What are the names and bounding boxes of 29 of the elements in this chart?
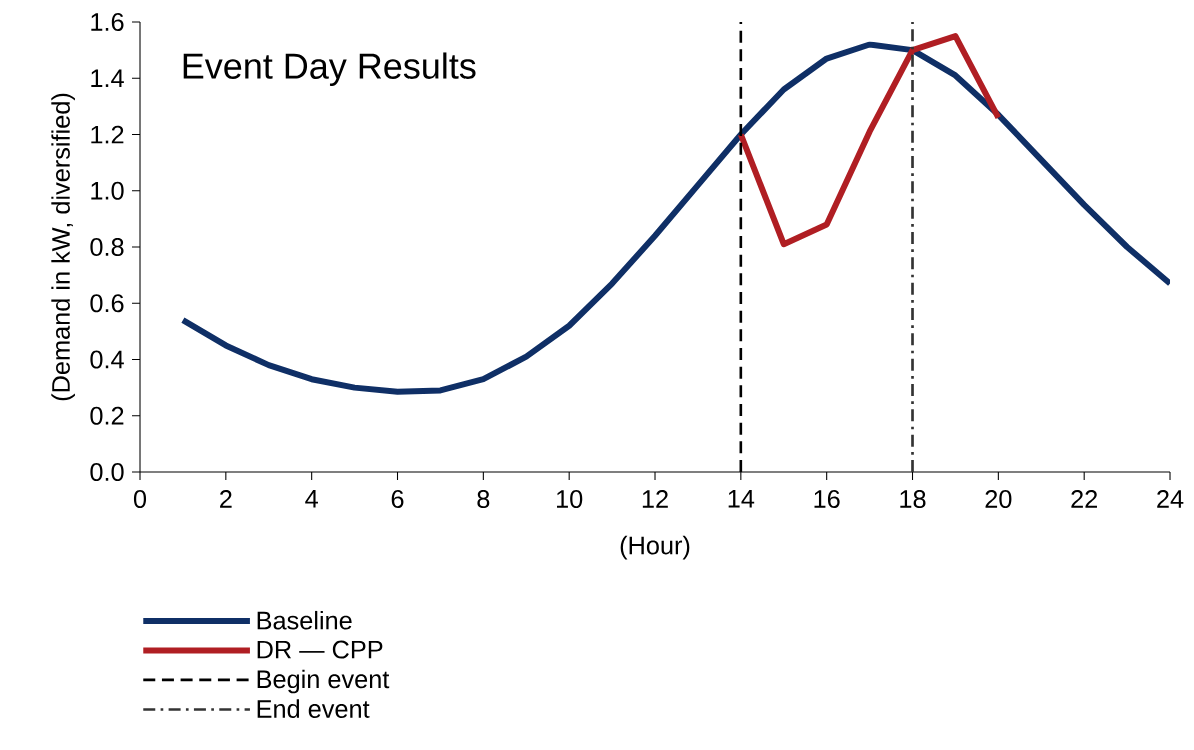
y-tick-label: 0.0 (90, 463, 124, 481)
x-tick-label: 24 (1157, 490, 1184, 508)
legend-label: End event (257, 699, 370, 718)
legend-label: Begin event (257, 669, 390, 694)
x-tick-label: 0 (133, 490, 147, 508)
x-tick-label: 10 (557, 490, 583, 508)
y-tick-label: 1.6 (91, 13, 124, 31)
x-tick-label: 14 (728, 490, 755, 508)
legend-label: Baseline (257, 610, 352, 630)
y-tick-label: 1.0 (91, 181, 124, 200)
x-tick-label: 8 (477, 490, 490, 508)
x-axis-title: (Hour) (620, 535, 690, 560)
x-tick-label: 22 (1071, 490, 1097, 508)
y-tick-label: 0.8 (90, 238, 124, 256)
y-tick-label: 0.2 (90, 406, 124, 425)
text: Event Day Results (183, 52, 476, 87)
x-tick-label: 20 (985, 490, 1012, 508)
y-tick-label: 1.4 (91, 69, 124, 87)
y-tick-label: 1.2 (91, 125, 124, 144)
x-tick-label: 2 (220, 490, 232, 508)
x-tick-label: 4 (305, 490, 318, 508)
legend-label: DR — CPP (257, 640, 383, 659)
y-tick-label: 0.6 (90, 294, 124, 313)
x-tick-label: 12 (642, 490, 668, 508)
y-tick-label: 0.4 (90, 350, 124, 369)
x-tick-label: 18 (900, 490, 926, 508)
y-axis-title: (Demand in kW, diversified) (51, 93, 75, 401)
x-tick-label: 6 (391, 490, 404, 508)
x-tick-label: 16 (814, 490, 840, 508)
